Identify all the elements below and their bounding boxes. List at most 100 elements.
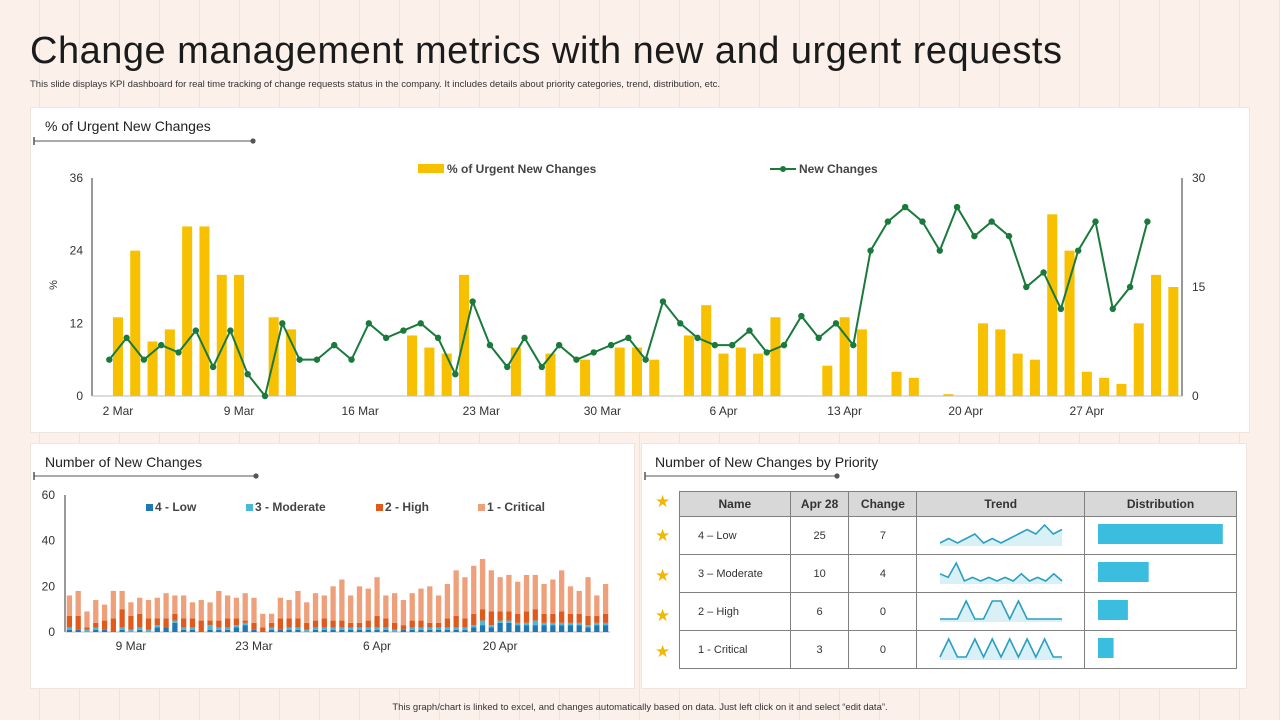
sparkline-line — [939, 599, 1062, 621]
line-point — [936, 247, 943, 254]
stacked-bar-segment — [506, 611, 512, 621]
bar — [112, 317, 123, 396]
stacked-bar-segment — [550, 622, 556, 626]
stacked-bar-segment — [471, 613, 477, 626]
stacked-bar-segment — [471, 565, 477, 614]
stacked-bar-segment — [400, 629, 407, 632]
stacked-bar-segment — [427, 586, 433, 623]
line-point — [555, 341, 563, 349]
stacked-bar-segment — [602, 584, 609, 614]
sparkline-line — [939, 561, 1063, 583]
stacked-bar-segment — [567, 625, 574, 632]
bar — [770, 317, 781, 396]
line-point — [521, 334, 528, 342]
priority-name: 1 - Critical — [679, 630, 791, 669]
header-change: Change — [848, 491, 918, 517]
stacked-bar-segment — [286, 618, 292, 628]
stacked-bar-segment — [110, 590, 116, 619]
line-point — [832, 320, 840, 327]
sparkline-area — [939, 639, 1062, 660]
stacked-bar-segment — [154, 618, 160, 626]
line-point — [331, 341, 338, 349]
priority-trend-cell — [916, 592, 1086, 631]
distribution-bar-fill — [1097, 524, 1223, 544]
line-point — [953, 203, 961, 211]
stacked-bar-segment — [453, 570, 459, 617]
stacked-bar-segment — [312, 593, 319, 621]
bar — [1081, 371, 1092, 396]
bar — [649, 359, 660, 396]
stacked-bar-segment — [84, 611, 90, 628]
bar — [891, 371, 902, 396]
stacked-bar-segment — [585, 577, 591, 617]
stacked-bar-segment — [435, 627, 442, 630]
stacked-bar-segment — [374, 629, 380, 632]
bar — [995, 329, 1006, 396]
stacked-bar-segment — [181, 595, 187, 619]
star-icon: ★ — [655, 566, 671, 585]
line-point — [382, 334, 390, 342]
line-point — [279, 320, 286, 327]
stacked-bar-segment — [163, 627, 169, 632]
stacked-bar-segment — [312, 627, 319, 630]
x-tick-label: 9 Mar — [224, 404, 255, 418]
stacked-bar-segment — [418, 588, 424, 621]
stacked-bar-segment — [181, 618, 187, 628]
distribution-bar-fill — [1097, 600, 1128, 620]
line-point — [780, 341, 788, 349]
stacked-bar-segment — [400, 600, 407, 626]
legend-swatch — [376, 504, 383, 511]
stacked-bar-segment — [128, 602, 134, 617]
trend-sparkline — [938, 637, 1062, 660]
stacked-bar-segment — [321, 618, 327, 628]
stacked-bar-segment — [286, 629, 292, 632]
stacked-bar-segment — [75, 616, 81, 630]
stacked-bar-segment — [383, 627, 389, 630]
stacked-bar-segment — [356, 629, 363, 632]
distribution-bar — [1097, 562, 1149, 582]
stacked-bar-segment — [330, 586, 336, 621]
bar — [216, 274, 227, 396]
stacked-bar-segment — [242, 622, 248, 626]
stacked-bar-segment — [348, 629, 354, 632]
line-point — [711, 341, 719, 349]
stacked-bar-segment — [479, 625, 486, 632]
stacked-bar-segment — [418, 629, 424, 632]
stacked-bar-segment — [137, 613, 143, 628]
sparkline-line — [938, 637, 1062, 659]
stacked-bar-segment — [101, 629, 108, 632]
bar — [753, 353, 764, 396]
stacked-bar-segment — [585, 625, 591, 628]
line-point — [728, 341, 736, 349]
footer-note: This graph/chart is linked to excel, and… — [392, 702, 888, 713]
table-row: 3 – Moderate 10 4 — [679, 554, 1237, 593]
x-tick-label: 6 Apr — [363, 639, 391, 653]
stacked-bar-segment — [479, 620, 486, 626]
stacked-bar-segment — [532, 620, 538, 626]
stacked-bar-segment — [93, 627, 99, 630]
bar — [735, 347, 746, 396]
priority-distribution-cell — [1084, 630, 1237, 669]
y-left-tick-label: 12 — [70, 316, 84, 330]
line-point — [971, 232, 978, 240]
line-point — [1005, 232, 1013, 240]
stacked-bar-segment — [233, 627, 240, 632]
line-point — [538, 363, 546, 371]
stacked-bar-segment — [312, 629, 319, 632]
table-row: 1 - Critical 3 0 — [679, 630, 1237, 669]
line-point — [919, 218, 926, 225]
line-point — [106, 356, 113, 363]
stacked-bar-segment — [462, 577, 468, 619]
bar — [1099, 377, 1110, 396]
stacked-bar-segment — [163, 618, 169, 628]
stacked-bar-segment — [312, 620, 319, 628]
line-point — [140, 356, 148, 363]
stacked-bar-segment — [532, 574, 538, 610]
stacked-bar-segment — [435, 595, 442, 623]
stacked-bar-segment — [233, 625, 240, 628]
bar — [822, 365, 833, 396]
new-changes-panel: Number of New Changes — [30, 443, 635, 689]
line-point — [746, 327, 753, 334]
stacked-bar-segment — [444, 618, 451, 628]
x-tick-label: 2 Mar — [103, 404, 134, 418]
